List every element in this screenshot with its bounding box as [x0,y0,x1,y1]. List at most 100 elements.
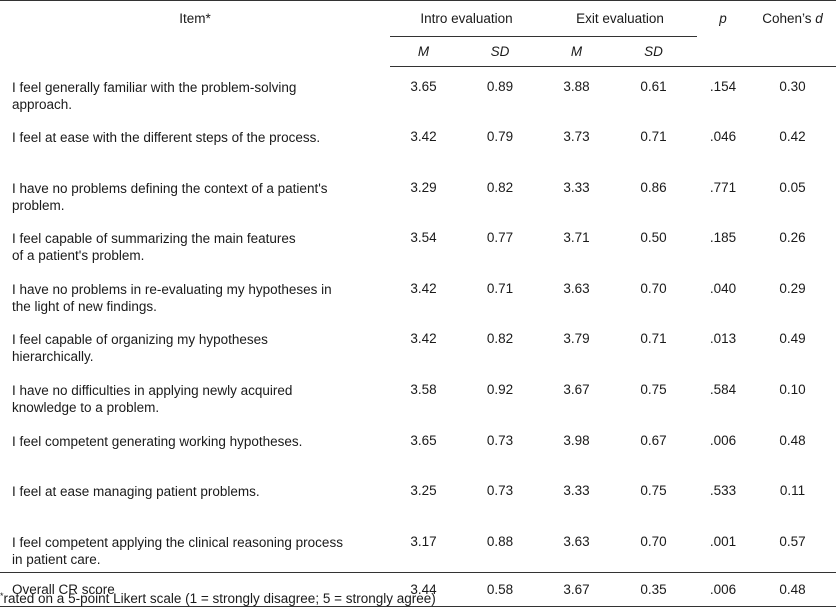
exit-sd-cell: 0.71 [640,129,667,145]
item-line-1: I feel at ease managing patient problems… [12,484,260,500]
footnote-text: rated on a 5-point Likert scale (1 = str… [3,591,436,606]
intro-sd-cell: 0.92 [486,382,514,398]
item-line-1: I feel competent applying the clinical r… [12,534,343,550]
exit-m-cell: 3.88 [563,79,590,94]
cohens-d-cell: 0.48 [779,432,806,448]
p-cell: .154 [709,79,737,94]
overall-p: .006 [697,571,749,607]
p-cell: .185 [709,230,737,246]
table-row: I feel at ease managing patient problems… [0,471,836,522]
item-text: I feel at ease managing patient problems… [0,471,390,522]
item-text: I feel competent applying the clinical r… [0,522,390,573]
footnote-marker: * [0,591,4,601]
table-header: Item* Intro evaluation Exit evaluation p… [0,0,836,67]
header-item: Item* [0,0,390,67]
intro-m-cell: 3.42 [410,331,437,347]
exit-m-cell: 3.98 [563,432,590,448]
p-cell: .040 [709,280,737,296]
exit-sd-cell: 0.71 [640,331,667,347]
exit-sd-cell: 0.70 [640,280,667,296]
intro-m-cell: 3.25 [410,483,437,499]
cohens-d-cell: 0.30 [779,79,806,94]
header-p: p [697,0,749,37]
cohens-d-cell: 0.10 [779,382,806,398]
exit-m-cell: 3.33 [563,179,590,195]
item-line-2: the light of new findings. [12,298,157,314]
item-text: I feel generally familiar with the probl… [0,67,390,118]
overall-row: Overall CR score 3.44 0.58 3.67 0.35 .00… [0,571,836,607]
header-p-blank [697,36,749,67]
exit-m-cell: 3.63 [563,280,590,296]
item-text: I feel capable of organizing my hypothes… [0,319,390,370]
cohens-d-cell: 0.42 [779,129,806,145]
intro-m-cell: 3.17 [410,533,437,549]
intro-m-cell: 3.42 [410,129,437,145]
table-row: I feel capable of summarizing the main f… [0,218,836,269]
table-row: I feel capable of organizing my hypothes… [0,319,836,370]
item-text: I feel competent generating working hypo… [0,421,390,472]
intro-m-cell: 3.54 [410,230,437,246]
p-cell: .771 [709,179,737,195]
table-body: I feel generally familiar with the probl… [0,67,836,607]
exit-m-cell: 3.33 [563,483,590,499]
cohens-d-cell: 0.11 [779,483,806,499]
table-row: I feel competent generating working hypo… [0,421,836,472]
exit-m-cell: 3.63 [563,533,590,549]
item-line-2: in patient care. [12,551,101,567]
p-cell: .533 [709,483,737,499]
table-row: I have no problems defining the context … [0,168,836,219]
overall-cohens-d: 0.48 [749,571,836,607]
intro-sd-cell: 0.88 [486,533,514,549]
intro-m-cell: 3.42 [410,280,437,296]
exit-sd-cell: 0.70 [640,533,667,549]
header-intro-m: M [390,36,457,67]
item-line-2: problem. [12,197,65,213]
cohens-d-cell: 0.29 [779,280,806,296]
intro-sd-cell: 0.73 [486,483,514,499]
item-line-1: I feel capable of organizing my hypothes… [12,332,268,348]
table-row: I have no problems in re-evaluating my h… [0,269,836,320]
overall-intro-sd: 0.58 [457,571,543,607]
exit-m-cell: 3.73 [563,129,590,145]
table-footnote: *rated on a 5-point Likert scale (1 = st… [0,591,436,606]
intro-sd-cell: 0.73 [486,432,514,448]
item-text: I have no difficulties in applying newly… [0,370,390,421]
exit-m-cell: 3.79 [563,331,590,347]
item-line-1: I feel generally familiar with the probl… [12,79,297,95]
cohens-d-cell: 0.49 [779,331,806,347]
intro-m-cell: 3.65 [410,432,437,448]
item-line-2: hierarchically. [12,349,94,365]
cohens-d-cell: 0.57 [779,533,806,549]
exit-sd-cell: 0.86 [640,179,667,195]
intro-sd-cell: 0.89 [486,79,514,94]
header-intro-evaluation: Intro evaluation [390,0,543,37]
item-line-1: I feel at ease with the different steps … [12,130,321,146]
intro-sd-cell: 0.82 [486,179,514,195]
intro-sd-cell: 0.79 [486,129,514,145]
overall-intro-m: 3.44 [390,571,457,607]
item-text: I feel capable of summarizing the main f… [0,218,390,269]
intro-sd-cell: 0.71 [486,280,514,296]
header-exit-m: M [543,36,610,67]
header-d-blank [749,36,836,67]
exit-sd-cell: 0.67 [640,432,667,448]
item-line-2: of a patient's problem. [12,248,145,264]
item-line-2: approach. [12,96,73,112]
p-cell: .013 [709,331,737,347]
table-row: I have no difficulties in applying newly… [0,370,836,421]
header-intro-sd: SD [457,36,543,67]
cohens-d-cell: 0.26 [779,230,806,246]
item-text: I feel at ease with the different steps … [0,117,390,168]
table-row: I feel at ease with the different steps … [0,117,836,168]
item-text: I have no problems in re-evaluating my h… [0,269,390,320]
intro-sd-cell: 0.77 [486,230,514,246]
cohens-d-cell: 0.05 [779,179,806,195]
table-row: I feel competent applying the clinical r… [0,522,836,573]
header-exit-sd: SD [610,36,697,67]
intro-m-cell: 3.58 [410,382,437,398]
exit-sd-cell: 0.50 [640,230,667,246]
intro-sd-cell: 0.82 [486,331,514,347]
overall-label: Overall CR score [0,571,390,607]
exit-sd-cell: 0.75 [640,382,667,398]
